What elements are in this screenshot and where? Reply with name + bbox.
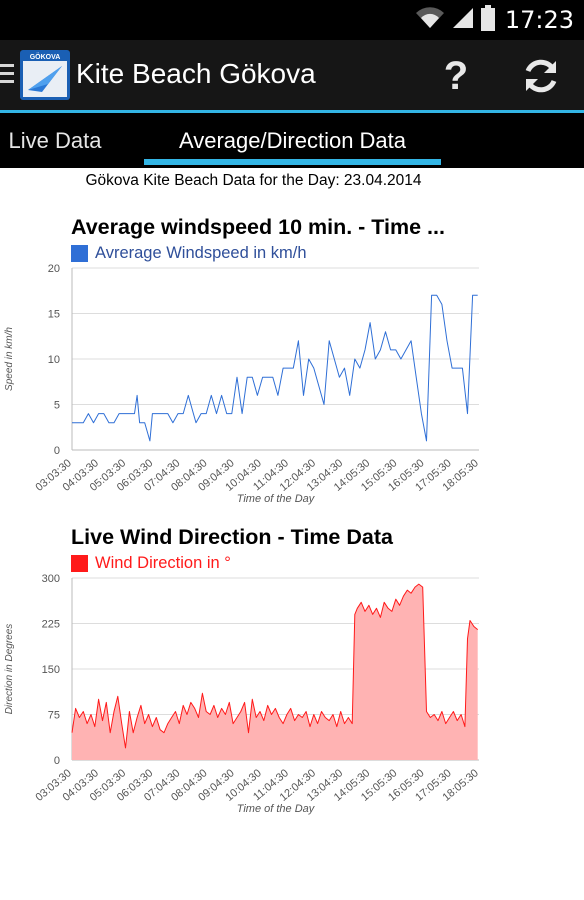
tab-live-data[interactable]: Live Data — [8, 127, 102, 153]
app-logo-icon[interactable]: GÖKOVA — [20, 50, 70, 100]
status-icons: 17:23 — [415, 0, 574, 40]
legend-label: Wind Direction in ° — [95, 554, 231, 572]
help-icon: ? — [443, 53, 469, 98]
x-axis-label: Time of the Day — [237, 803, 316, 815]
refresh-button[interactable] — [514, 50, 568, 102]
selected-tab-indicator — [144, 159, 441, 165]
app-title: Kite Beach Gökova — [76, 58, 316, 89]
legend-swatch — [71, 245, 88, 262]
y-tick-label: 10 — [48, 354, 60, 366]
y-tick-label: 5 — [54, 400, 60, 412]
help-button[interactable]: ? — [432, 50, 480, 102]
chart-title: Live Wind Direction - Time Data — [71, 525, 393, 549]
y-axis-label: Speed in km/h — [4, 327, 15, 391]
y-tick-label: 20 — [48, 263, 60, 275]
refresh-icon — [525, 59, 557, 93]
chart-legend: Avrerage Windspeed in km/h — [71, 244, 307, 263]
tab-average-direction-data[interactable]: Average/Direction Data — [178, 127, 407, 153]
status-time: 17:23 — [504, 6, 574, 34]
legend-label: Avrerage Windspeed in km/h — [95, 244, 307, 262]
battery-icon — [480, 4, 495, 36]
chart-title: Average windspeed 10 min. - Time ... — [71, 215, 445, 239]
direction-chart: Live Wind Direction - Time Data Wind Dir… — [0, 520, 584, 820]
windspeed-plot: 0510152003:03:3004:03:3005:03:3006:03:30… — [4, 263, 481, 505]
y-axis-label: Direction in Degrees — [4, 624, 15, 715]
y-tick-label: 0 — [54, 755, 60, 767]
series-area — [72, 584, 478, 760]
y-tick-label: 225 — [42, 619, 60, 631]
chart-legend: Wind Direction in ° — [71, 554, 231, 573]
x-axis-label: Time of the Day — [237, 493, 316, 505]
y-tick-label: 15 — [48, 309, 60, 321]
action-bar — [0, 40, 584, 110]
status-bar: 17:23 — [0, 0, 584, 40]
tab-bar: Live Data Average/Direction Data — [0, 110, 584, 168]
y-tick-label: 75 — [48, 710, 60, 722]
wifi-icon — [415, 6, 445, 34]
legend-swatch — [71, 555, 88, 572]
app-logo-text: GÖKOVA — [30, 52, 61, 61]
windspeed-chart: Average windspeed 10 min. - Time ... Avr… — [0, 210, 584, 510]
y-tick-label: 300 — [42, 573, 60, 585]
y-tick-label: 0 — [54, 445, 60, 457]
series-line — [71, 583, 479, 749]
menu-icon[interactable] — [0, 64, 14, 88]
series-line — [72, 294, 478, 442]
page-header: Gökova Kite Beach Data for the Day: 23.0… — [85, 172, 422, 189]
y-tick-label: 150 — [42, 664, 60, 676]
direction-plot: 07515022530003:03:3004:03:3005:03:3006:0… — [4, 573, 481, 815]
signal-icon — [451, 6, 475, 35]
